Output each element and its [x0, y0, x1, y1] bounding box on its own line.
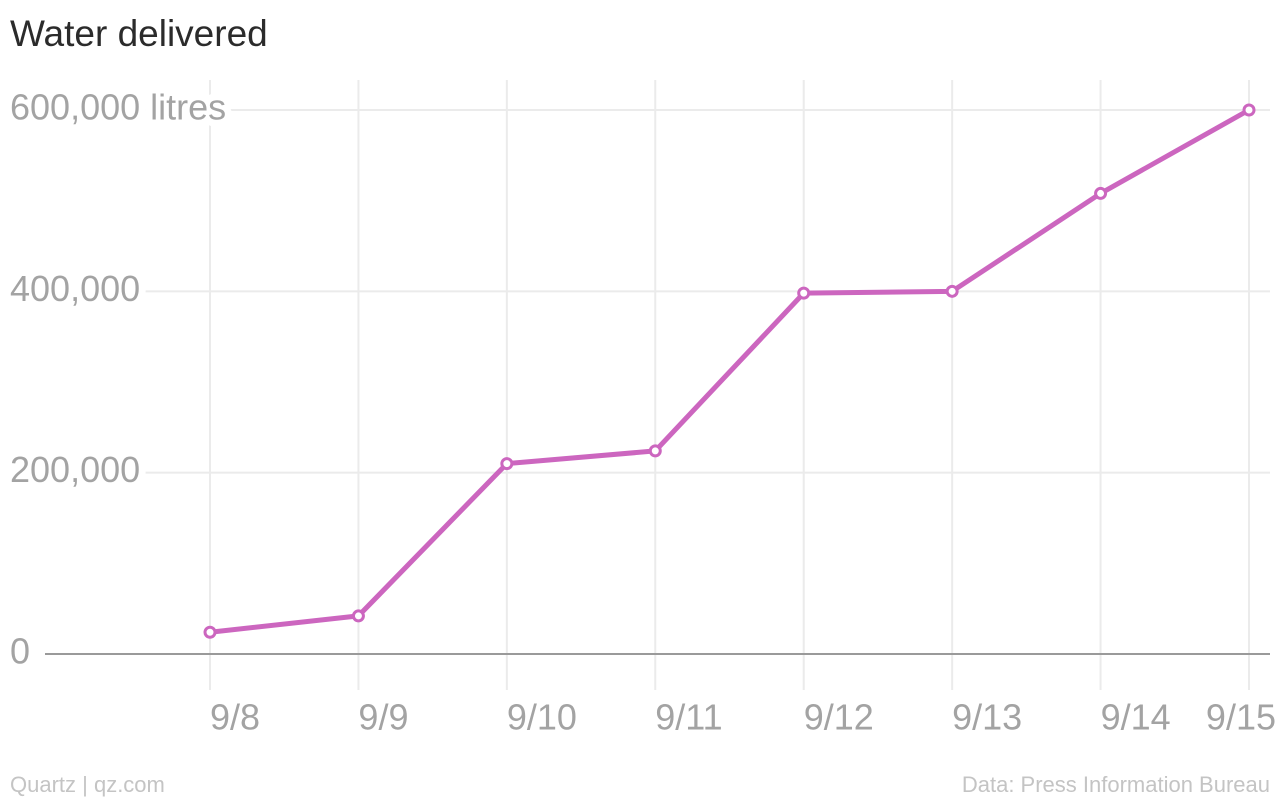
credit: Quartz | qz.com — [10, 772, 165, 797]
x-tick-label: 9/9 — [358, 697, 408, 738]
data-point — [351, 609, 365, 623]
x-tick-label: 9/11 — [655, 697, 722, 738]
chart-title: Water delivered — [10, 13, 268, 54]
data-point — [1242, 103, 1256, 117]
source: Data: Press Information Bureau — [962, 772, 1270, 797]
data-point — [648, 444, 662, 458]
y-tick-label: 400,000 — [10, 268, 140, 309]
data-point — [797, 286, 811, 300]
data-point — [203, 625, 217, 639]
data-point — [945, 284, 959, 298]
x-tick-label: 9/15 — [1206, 697, 1276, 738]
x-tick-label: 9/14 — [1101, 697, 1171, 738]
data-point — [1094, 186, 1108, 200]
x-tick-label: 9/8 — [210, 697, 260, 738]
x-tick-label: 9/13 — [952, 697, 1022, 738]
x-tick-label: 9/10 — [507, 697, 577, 738]
y-tick-label: 0 — [10, 631, 30, 672]
data-line — [209, 107, 1251, 635]
data-point — [500, 457, 514, 471]
y-tick-label: 200,000 — [10, 449, 140, 490]
grid — [45, 80, 1270, 690]
x-tick-label: 9/12 — [804, 697, 874, 738]
y-tick-label: 600,000 litres — [10, 87, 226, 128]
